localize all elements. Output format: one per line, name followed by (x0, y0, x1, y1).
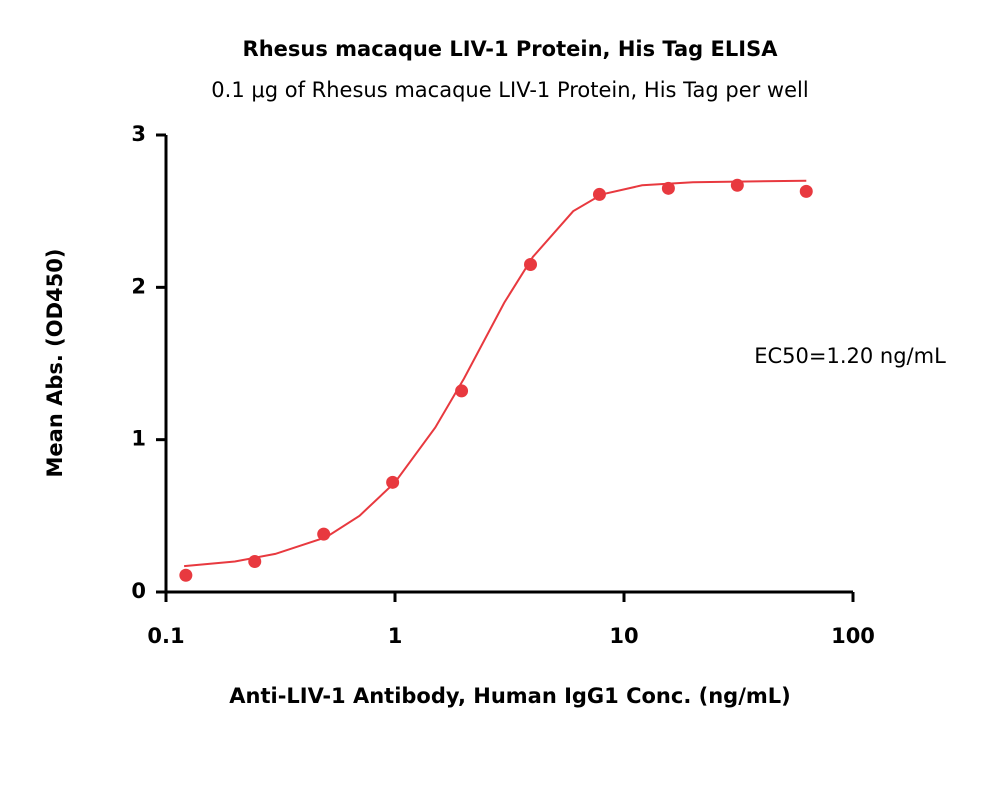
y-tick-label: 1 (131, 427, 146, 451)
fit-curve (184, 179, 807, 568)
x-tick-label: 0.1 (147, 624, 184, 648)
x-tick-label: 100 (831, 624, 875, 648)
x-tick-label: 1 (388, 624, 403, 648)
y-axis-label: Mean Abs. (OD450) (43, 249, 67, 478)
data-point (661, 181, 675, 195)
chart-subtitle: 0.1 μg of Rhesus macaque LIV-1 Protein, … (211, 78, 808, 102)
data-point (179, 568, 193, 582)
y-tick-label: 2 (131, 274, 146, 298)
x-tick-label: 10 (609, 624, 638, 648)
chart-title: Rhesus macaque LIV-1 Protein, His Tag EL… (243, 37, 779, 61)
y-tick-label: 0 (131, 579, 146, 603)
data-point (799, 184, 813, 198)
annotation: EC50=1.20 ng/mL (754, 344, 946, 368)
y-tick-label: 3 (131, 122, 146, 146)
data-point (386, 475, 400, 489)
x-axis-label: Anti-LIV-1 Antibody, Human IgG1 Conc. (n… (229, 684, 790, 708)
